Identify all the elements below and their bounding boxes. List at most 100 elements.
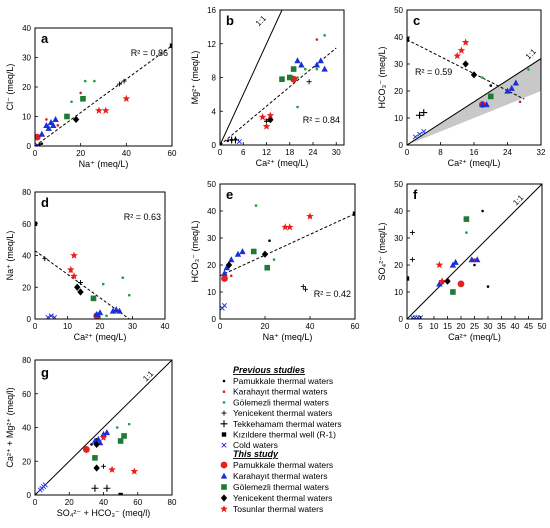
y-tick-label: 50 [394, 6, 403, 15]
y-tick-label: 0 [212, 315, 217, 324]
point-tosunlar_new-1 [70, 251, 78, 259]
point-karahayit_new-2 [468, 256, 475, 263]
point-karahayit_new-4 [436, 280, 443, 287]
panel-b: 0 6 12 18 24 30 0 4 8 12 16 Ca²⁺ (meq/L) Mg²⁺ (meq/L… [190, 6, 345, 168]
x-tick-label: 24 [503, 148, 512, 157]
point-kizildere-0 [118, 492, 123, 495]
series-karahayit_new [479, 79, 520, 108]
x-tick-label: 12 [262, 148, 271, 157]
y-tick-label: 40 [22, 24, 31, 33]
series-golemezli_prev [101, 276, 131, 318]
series-tekkehamam_prev [91, 484, 111, 492]
x-tick-label: 10 [63, 322, 72, 331]
point-pamukkale_new-0 [457, 280, 465, 288]
y-tick-label: 50 [394, 180, 403, 189]
panel-letter: f [413, 187, 418, 202]
x-tick-label: 20 [96, 322, 105, 331]
x-tick-label: 0 [405, 322, 410, 331]
series-karahayit_prev [518, 100, 522, 104]
point-golemezli_new-0 [92, 455, 98, 461]
series-golemezli_prev [481, 68, 530, 79]
x-tick-label: 45 [524, 322, 533, 331]
point-yenicekent_prev-0 [101, 463, 106, 469]
point-golemezli_new-1 [450, 289, 456, 295]
legend-item-karahayit_new: Karahayıt thermal waters [220, 471, 327, 481]
point-karahayit_new-4 [512, 79, 520, 86]
series-golemezli_new [92, 433, 127, 461]
legend-marker-yenicekent_new [220, 494, 228, 502]
point-yenicekent_new-0 [267, 116, 274, 124]
legend-marker-golemezli_prev [222, 401, 226, 404]
point-karahayit_new-1 [223, 264, 230, 271]
x-tick-label: 0 [218, 148, 223, 157]
series-kizildere [118, 492, 123, 495]
x-axis-title: Na⁺ (meq/L) [79, 159, 129, 169]
point-golemezli_prev-1 [121, 276, 125, 280]
point-cold-1 [48, 313, 54, 319]
series-pamukkale_prev [473, 209, 490, 288]
point-golemezli_new-1 [286, 74, 293, 81]
legend-marker-golemezli_new [221, 484, 227, 490]
series-pamukkale_new [35, 133, 41, 141]
trend-line [35, 250, 130, 319]
point-karahayit_new-2 [313, 61, 321, 68]
point-karahayit_new-3 [317, 57, 324, 64]
x-axis-title: Ca²⁺ (meq/L) [448, 158, 501, 168]
point-karahayit_new-4 [116, 307, 123, 314]
legend-label: Yenicekent thermal waters [233, 408, 332, 418]
legend-marker-kizildere [221, 432, 227, 437]
series-kizildere [407, 37, 410, 42]
point-tosunlar_new-2 [461, 38, 470, 46]
x-tick-label: 50 [538, 322, 547, 331]
point-karahayit_new-3 [103, 429, 111, 436]
series-karahayit_new [436, 256, 481, 287]
point-karahayit_prev-0 [518, 100, 522, 104]
y-tick-label: 12 [207, 40, 216, 49]
series-yenicekent_new [72, 115, 80, 124]
x-tick-label: 18 [285, 148, 294, 157]
point-golemezli_prev-0 [481, 76, 484, 79]
y-tick-label: 40 [394, 207, 403, 216]
legend-label: Gölemezli thermal waters [233, 482, 329, 492]
x-tick-label: 5 [418, 322, 423, 331]
point-pamukkale_new-0 [82, 446, 90, 453]
panel-d-plot-area [35, 221, 131, 319]
legend-heading-this-study: This study [233, 449, 279, 459]
series-tosunlar_new [453, 38, 470, 60]
r-squared-label: R² = 0.63 [124, 212, 161, 222]
x-tick-label: 35 [497, 322, 506, 331]
y-tick-label: 20 [22, 83, 31, 92]
legend-item-golemezli_prev: Gölemezli thermal waters [222, 397, 329, 407]
panel-letter: b [226, 13, 234, 28]
panel-c: 0 8 16 24 32 0 10 20 30 40 50 Ca²⁺ (meq/L) HCO₃⁻ (me… [377, 6, 546, 168]
legend-item-yenicekent_prev: Yenicekent thermal waters [221, 408, 332, 418]
point-golemezli_prev-1 [303, 67, 307, 71]
legend-label: Pamukkale thermal waters [233, 460, 333, 470]
point-pamukkale_prev-1 [481, 209, 484, 213]
point-pamukkale_prev-1 [90, 443, 93, 446]
series-karahayit_new [93, 306, 123, 317]
y-axis-title: Mg²⁺ (meq/L) [190, 51, 200, 105]
point-tosunlar_new-1 [130, 467, 139, 475]
trend-line [35, 45, 172, 146]
legend-label: Cold waters [233, 440, 278, 450]
series-cold [35, 142, 40, 146]
legend-heading-previous: Previous studies [233, 365, 305, 375]
panel-a-plot-area [35, 43, 172, 146]
x-tick-label: 80 [168, 498, 177, 507]
x-tick-label: 0 [218, 322, 223, 331]
one-to-one-line [220, 10, 283, 145]
point-yenicekent_prev-1 [306, 79, 312, 85]
y-tick-label: 30 [207, 234, 216, 243]
trend-line [407, 39, 525, 100]
y-tick-label: 0 [399, 141, 404, 150]
point-karahayit_new-0 [93, 310, 100, 317]
series-cold [220, 302, 228, 311]
point-karahayit_new-4 [239, 248, 246, 255]
point-kizildere-0 [220, 142, 223, 145]
y-tick-label: 0 [27, 142, 32, 151]
point-tosunlar_new-0 [281, 223, 290, 231]
